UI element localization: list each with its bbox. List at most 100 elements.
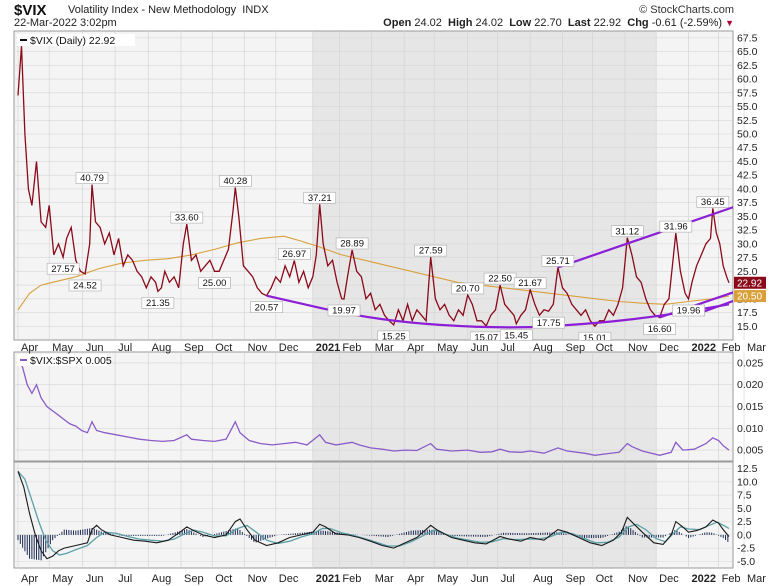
ohlc-readout: Open 24.02 High 24.02 Low 22.70 Last 22.…	[383, 17, 734, 29]
value-label-box	[643, 323, 676, 335]
y-tick-label: 35.0	[737, 211, 758, 223]
value-label: 31.96	[664, 222, 688, 233]
open-label: Open	[383, 17, 412, 29]
trend-curve	[266, 294, 730, 329]
value-label: 20.70	[456, 284, 480, 295]
y-tick-label: 10.0	[737, 476, 758, 488]
value-label: 16.60	[648, 324, 672, 335]
value-label-box	[198, 277, 231, 289]
y-tick-label: 30.0	[737, 238, 758, 250]
x-axis: Apr Apr May May Jun Jun Jul Jul Aug Aug Sep Sep Oct O…	[21, 342, 766, 585]
x-tick-label: Oct	[215, 342, 232, 354]
down-arrow-icon: ▼	[725, 18, 734, 28]
value-label-box	[532, 316, 565, 329]
y-tick-label: 52.5	[737, 115, 758, 127]
value-label-box	[377, 330, 411, 340]
value-label: 15.01	[583, 333, 607, 344]
x-tick-label: Mar	[747, 573, 766, 585]
x-tick-label: Feb	[342, 342, 361, 354]
chart-header: $VIX Volatility Index - New Methodology …	[0, 0, 780, 30]
x-tick-label: Apr	[407, 342, 424, 354]
value-label-box	[278, 248, 311, 260]
x-tick-label: Sep	[184, 573, 204, 585]
y-tick-label: 0.025	[737, 357, 763, 369]
y-tick-label: 50.0	[737, 129, 758, 141]
value-label-box	[46, 262, 80, 275]
value-label: 15.07	[474, 332, 498, 343]
signal-line	[17, 470, 730, 556]
macd-plot	[17, 470, 730, 561]
legend-label: $VIX:$SPX 0.005	[30, 355, 112, 367]
y-tick-label: 60.0	[737, 74, 758, 86]
value-label: 25.00	[203, 278, 227, 289]
value-label-box	[659, 220, 693, 233]
x-tick-label: Feb	[722, 342, 741, 354]
ratio-line	[17, 358, 730, 456]
value-label-box	[610, 225, 644, 238]
open-value: 24.02	[414, 17, 442, 29]
y-tick-label: 0.010	[737, 423, 763, 435]
value-label: 28.89	[340, 239, 364, 250]
y-tick-label: 62.5	[737, 60, 758, 72]
legend-label: $VIX (Daily) 22.92	[30, 35, 115, 47]
value-label: 27.59	[419, 246, 443, 257]
last-value-badge	[734, 276, 766, 289]
y-tick-label: 0.015	[737, 401, 763, 413]
ratio-panel: 0.025 0.020 0.015 0.010 0.005 $VIX:$SPX 0.005	[14, 354, 763, 457]
x-tick-label: 2021	[316, 342, 340, 354]
x-tick-label: Apr	[407, 573, 424, 585]
exchange-text: INDX	[242, 4, 269, 16]
y-tick-label: 42.5	[737, 170, 758, 182]
y-tick-label: 27.5	[737, 252, 758, 264]
x-tick-label: Oct	[215, 573, 232, 585]
y-tick-label: 2.5	[737, 516, 752, 528]
trendline	[557, 206, 733, 269]
last-value-text: 22.92	[737, 278, 762, 289]
x-tick-label: Feb	[342, 573, 361, 585]
y-tick-label: 5.0	[737, 503, 752, 515]
x-tick-label: Jul	[118, 573, 132, 585]
value-label: 33.60	[175, 213, 199, 224]
x-tick-label: Dec	[659, 573, 679, 585]
x-tick-label: Jun	[86, 342, 104, 354]
panel-border	[13, 30, 734, 341]
value-label-box	[75, 172, 109, 184]
value-label: 24.52	[73, 281, 97, 292]
y-tick-label: 17.5	[737, 307, 758, 319]
year-shade	[312, 31, 657, 340]
x-tick-label: Jul	[501, 573, 515, 585]
y-tick-label: 0.020	[737, 379, 763, 391]
value-label-box	[513, 277, 547, 289]
price-plot: 27.57 24.52 40.79 21.35 33.60 25.00 40.28 20.57…	[17, 46, 733, 344]
value-label-box	[414, 244, 448, 257]
value-label: 15.25	[382, 331, 406, 342]
x-tick-label: Mar	[747, 342, 766, 354]
x-tick-label: Sep	[566, 342, 586, 354]
value-label: 37.21	[308, 193, 332, 204]
date-time: 22-Mar-2022 3:02pm	[14, 17, 117, 29]
value-label: 20.57	[255, 302, 279, 313]
high-value: 24.02	[475, 17, 504, 29]
y-tick-label: -5.0	[737, 556, 755, 568]
x-tick-label: Nov	[628, 342, 648, 354]
value-label: 19.96	[677, 306, 701, 317]
x-tick-label: Sep	[184, 342, 204, 354]
y-tick-label: 65.0	[737, 46, 758, 58]
x-tick-label: 2022	[692, 573, 716, 585]
x-tick-label: Feb	[722, 573, 741, 585]
x-tick-label: 2022	[692, 342, 716, 354]
low-value: 22.70	[534, 17, 562, 29]
value-label-box	[327, 304, 361, 317]
y-tick-label: 15.0	[737, 321, 758, 333]
value-label-box	[335, 237, 369, 250]
legend-bg	[17, 34, 135, 46]
x-tick-label: Jul	[501, 342, 515, 354]
y-tick-label: 7.5	[737, 490, 752, 502]
x-tick-label: Nov	[248, 342, 268, 354]
value-label-box	[672, 304, 705, 317]
value-label-box	[451, 282, 485, 295]
y-tick-label: 40.0	[737, 183, 758, 195]
last-label: Last	[567, 17, 591, 29]
year-shade	[312, 462, 657, 568]
